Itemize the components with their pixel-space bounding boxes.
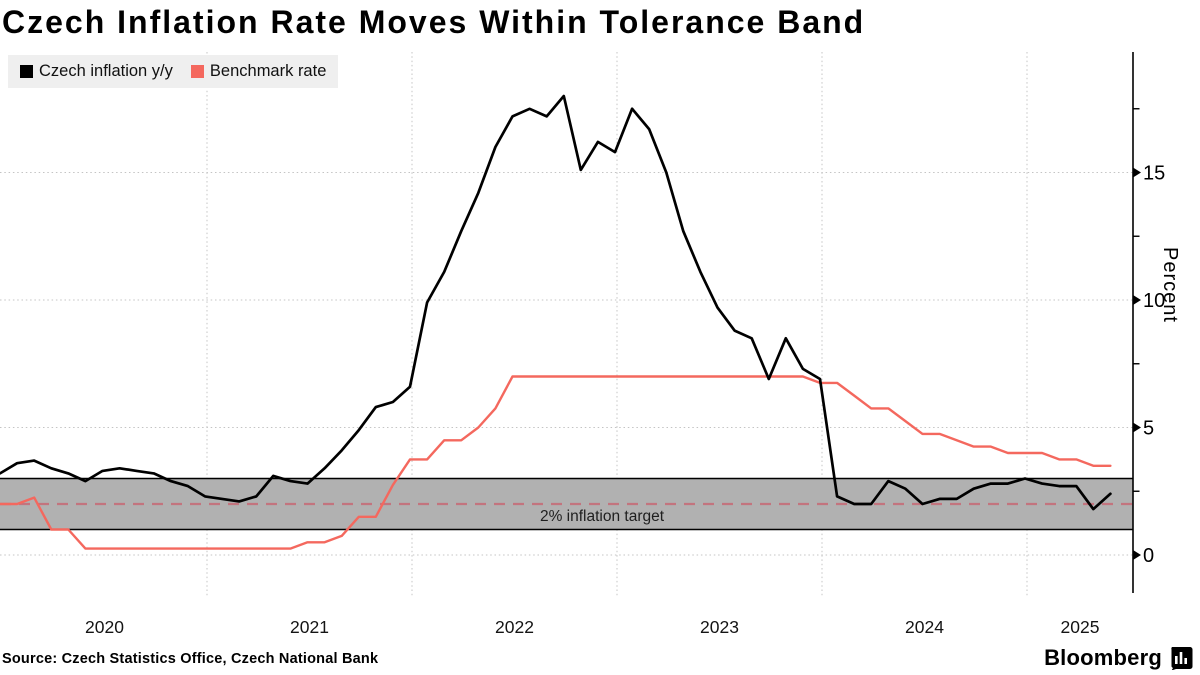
y-major-tick — [1133, 167, 1141, 178]
inflation-line — [0, 94, 1112, 511]
legend-item-inflation: Czech inflation y/y — [20, 62, 173, 81]
x-tick-label: 2023 — [700, 617, 739, 637]
y-tick-label: 15 — [1143, 163, 1165, 185]
legend-label-benchmark: Benchmark rate — [209, 62, 327, 80]
legend-item-benchmark: Benchmark rate — [190, 62, 327, 81]
legend-label-inflation: Czech inflation y/y — [39, 62, 173, 80]
benchmark-series-swatch-icon — [190, 65, 204, 78]
y-major-tick — [1133, 422, 1141, 433]
bloomberg-wordmark: Bloomberg — [1044, 645, 1162, 670]
x-tick-label: 2022 — [495, 617, 534, 637]
bar-chart-icon — [1171, 647, 1193, 670]
source-note: Source: Czech Statistics Office, Czech N… — [2, 651, 379, 667]
x-tick-label: 2025 — [1061, 617, 1100, 637]
chart-title: Czech Inflation Rate Moves Within Tolera… — [2, 4, 866, 40]
x-tick-label: 2021 — [290, 617, 329, 637]
legend: Czech inflation y/y Benchmark rate — [8, 55, 339, 88]
y-axis-title: Percent — [1159, 247, 1181, 323]
y-tick-label: 5 — [1143, 418, 1154, 440]
y-major-tick — [1133, 295, 1141, 305]
bloomberg-branding: Bloomberg — [1044, 645, 1193, 671]
inflation-target-annotation: 2% inflation target — [539, 508, 665, 525]
benchmark-line — [0, 375, 1112, 550]
y-major-tick — [1133, 550, 1141, 560]
inflation-series-swatch-icon — [20, 65, 33, 78]
x-tick-label: 2024 — [905, 617, 944, 637]
y-tick-label: 0 — [1143, 545, 1154, 567]
y-tick-label: 10 — [1143, 290, 1165, 312]
x-tick-label: 2020 — [85, 617, 124, 637]
